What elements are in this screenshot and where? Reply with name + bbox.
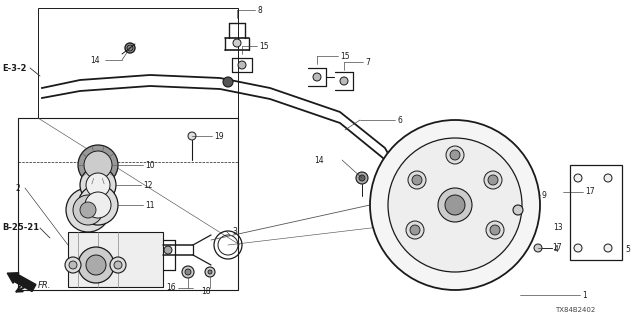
- Circle shape: [238, 61, 246, 69]
- Circle shape: [182, 266, 194, 278]
- Text: 13: 13: [553, 223, 563, 233]
- Circle shape: [164, 246, 172, 254]
- Text: 5: 5: [625, 245, 630, 254]
- Circle shape: [604, 174, 612, 182]
- Text: 6: 6: [397, 116, 402, 124]
- Text: 17: 17: [552, 244, 562, 252]
- Text: TX84B2402: TX84B2402: [555, 307, 595, 313]
- Circle shape: [188, 132, 196, 140]
- Circle shape: [84, 151, 112, 179]
- Text: 14: 14: [90, 55, 100, 65]
- Circle shape: [490, 225, 500, 235]
- Circle shape: [513, 205, 523, 215]
- Circle shape: [574, 174, 582, 182]
- Circle shape: [370, 120, 540, 290]
- Circle shape: [574, 244, 582, 252]
- Circle shape: [223, 77, 233, 87]
- FancyArrow shape: [7, 273, 36, 292]
- Circle shape: [604, 244, 612, 252]
- Text: E-3-2: E-3-2: [2, 63, 26, 73]
- Circle shape: [233, 39, 241, 47]
- Text: 17: 17: [585, 188, 595, 196]
- Circle shape: [340, 77, 348, 85]
- Text: FR.: FR.: [38, 281, 51, 290]
- Text: 11: 11: [145, 201, 154, 210]
- Circle shape: [486, 221, 504, 239]
- Text: 3: 3: [232, 227, 237, 236]
- Circle shape: [406, 221, 424, 239]
- Text: 2: 2: [15, 183, 20, 193]
- Text: 12: 12: [143, 180, 152, 189]
- Circle shape: [125, 43, 135, 53]
- Bar: [38, 8, 238, 118]
- Circle shape: [114, 261, 122, 269]
- Circle shape: [69, 261, 77, 269]
- Circle shape: [484, 171, 502, 189]
- Circle shape: [127, 45, 133, 51]
- Circle shape: [65, 257, 81, 273]
- Circle shape: [73, 195, 103, 225]
- Text: 7: 7: [365, 58, 370, 67]
- Text: 4: 4: [554, 245, 559, 254]
- Text: 19: 19: [214, 132, 223, 140]
- Circle shape: [86, 173, 110, 197]
- Circle shape: [78, 145, 118, 185]
- Text: 14: 14: [314, 156, 324, 164]
- Text: 9: 9: [542, 190, 547, 199]
- Circle shape: [110, 257, 126, 273]
- Circle shape: [185, 269, 191, 275]
- Text: 15: 15: [259, 42, 269, 51]
- Bar: [570, 165, 622, 260]
- Circle shape: [445, 195, 465, 215]
- Text: 1: 1: [582, 291, 587, 300]
- Circle shape: [408, 171, 426, 189]
- Circle shape: [80, 167, 116, 203]
- Circle shape: [86, 255, 106, 275]
- Circle shape: [313, 73, 321, 81]
- Text: 8: 8: [257, 5, 262, 14]
- Circle shape: [438, 188, 472, 222]
- Text: 10: 10: [145, 161, 155, 170]
- Text: 18: 18: [201, 287, 211, 297]
- Circle shape: [359, 175, 365, 181]
- Circle shape: [488, 175, 498, 185]
- Bar: [18, 118, 238, 290]
- Circle shape: [412, 175, 422, 185]
- Circle shape: [208, 270, 212, 274]
- Circle shape: [534, 244, 542, 252]
- Circle shape: [85, 192, 111, 218]
- Circle shape: [356, 172, 368, 184]
- Circle shape: [66, 188, 110, 232]
- Bar: [68, 232, 163, 287]
- Circle shape: [78, 247, 114, 283]
- Circle shape: [450, 150, 460, 160]
- Circle shape: [388, 138, 522, 272]
- Circle shape: [80, 202, 96, 218]
- Circle shape: [410, 225, 420, 235]
- Circle shape: [205, 267, 215, 277]
- Text: 16: 16: [166, 284, 175, 292]
- Circle shape: [446, 146, 464, 164]
- Text: 15: 15: [340, 52, 349, 60]
- Circle shape: [78, 185, 118, 225]
- Text: B-25-21: B-25-21: [2, 223, 39, 233]
